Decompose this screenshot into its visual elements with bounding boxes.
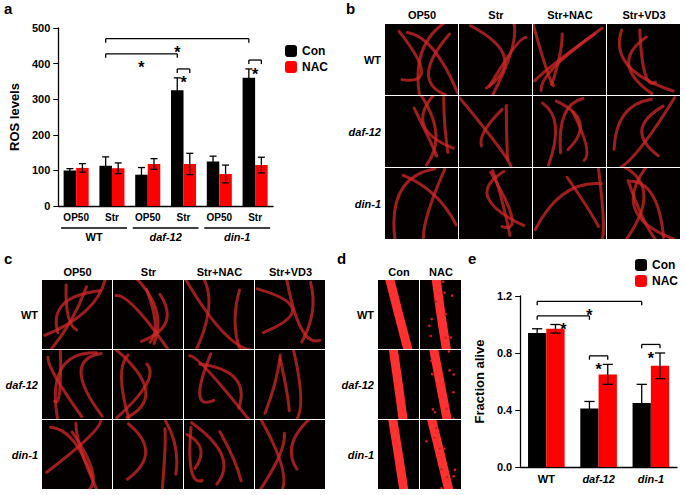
svg-text:NAC: NAC: [302, 60, 328, 74]
svg-text:NAC: NAC: [652, 274, 678, 288]
svg-text:OP50: OP50: [63, 266, 91, 278]
svg-text:din-1: din-1: [355, 198, 381, 210]
svg-text:*: *: [586, 307, 593, 324]
svg-text:e: e: [468, 250, 476, 267]
svg-text:WT: WT: [85, 231, 102, 243]
svg-text:Con: Con: [652, 258, 675, 272]
svg-text:*: *: [252, 66, 259, 83]
svg-text:*: *: [648, 350, 655, 367]
svg-text:200: 200: [32, 129, 50, 141]
svg-text:OP50: OP50: [408, 9, 436, 21]
svg-text:OP50: OP50: [207, 212, 233, 223]
svg-text:OP50: OP50: [63, 212, 89, 223]
svg-text:NAC: NAC: [429, 266, 453, 278]
svg-text:Str+VD3: Str+VD3: [269, 266, 312, 278]
svg-text:Con: Con: [388, 266, 410, 278]
svg-text:0.8: 0.8: [497, 347, 512, 359]
svg-text:Con: Con: [302, 44, 325, 58]
svg-text:WT: WT: [357, 309, 374, 321]
svg-text:100: 100: [32, 164, 50, 176]
svg-text:300: 300: [32, 93, 50, 105]
svg-text:daf-12: daf-12: [342, 379, 374, 391]
svg-text:Fraction alive: Fraction alive: [472, 340, 487, 424]
svg-text:0: 0: [44, 200, 50, 212]
svg-text:din-1: din-1: [348, 449, 374, 461]
svg-text:din-1: din-1: [224, 231, 250, 243]
svg-text:ROS levels: ROS levels: [7, 83, 22, 151]
svg-text:WT: WT: [21, 309, 38, 321]
svg-text:OP50: OP50: [135, 212, 161, 223]
svg-text:Str+NAC: Str+NAC: [197, 266, 243, 278]
svg-text:Str: Str: [488, 9, 504, 21]
svg-text:daf-12: daf-12: [582, 473, 614, 485]
svg-text:Str: Str: [141, 266, 157, 278]
svg-text:0.4: 0.4: [497, 404, 513, 416]
svg-text:400: 400: [32, 58, 50, 70]
svg-text:*: *: [560, 321, 567, 338]
svg-text:500: 500: [32, 22, 50, 34]
svg-text:Str: Str: [248, 212, 262, 223]
svg-text:daf-12: daf-12: [6, 379, 38, 391]
svg-text:din-1: din-1: [638, 473, 664, 485]
svg-text:Str+NAC: Str+NAC: [547, 9, 593, 21]
svg-text:din-1: din-1: [12, 449, 38, 461]
svg-text:*: *: [138, 59, 145, 76]
svg-text:*: *: [180, 74, 187, 91]
svg-text:b: b: [346, 0, 355, 17]
svg-text:1.2: 1.2: [497, 290, 512, 302]
svg-text:Str: Str: [177, 212, 191, 223]
svg-text:*: *: [595, 361, 602, 378]
svg-text:Str+VD3: Str+VD3: [622, 9, 665, 21]
svg-text:c: c: [4, 250, 12, 267]
svg-text:WT: WT: [364, 54, 381, 66]
svg-text:daf-12: daf-12: [349, 126, 381, 138]
svg-text:a: a: [4, 0, 13, 17]
svg-text:*: *: [174, 44, 181, 61]
svg-text:0.0: 0.0: [497, 461, 512, 473]
svg-text:d: d: [337, 250, 346, 267]
svg-text:daf-12: daf-12: [149, 231, 181, 243]
svg-text:WT: WT: [538, 473, 555, 485]
svg-text:Str: Str: [105, 212, 119, 223]
